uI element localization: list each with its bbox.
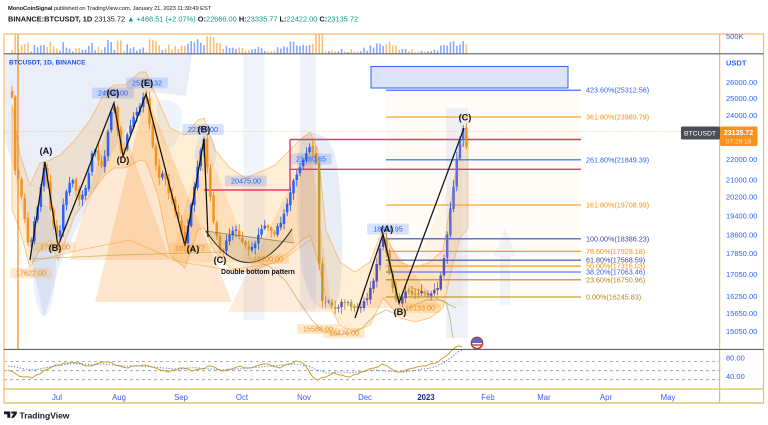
svg-text:20475.00: 20475.00 bbox=[231, 177, 261, 186]
svg-text:26000.00: 26000.00 bbox=[726, 78, 757, 87]
svg-text:(D): (D) bbox=[117, 155, 130, 165]
svg-text:15588.00: 15588.00 bbox=[303, 325, 333, 334]
svg-text:Jul: Jul bbox=[52, 393, 62, 402]
svg-text:78.60%(17928.18): 78.60%(17928.18) bbox=[586, 247, 645, 256]
svg-text:(C): (C) bbox=[459, 113, 472, 123]
svg-text:Aug: Aug bbox=[112, 393, 126, 402]
svg-text:361.80%(23989.79): 361.80%(23989.79) bbox=[586, 113, 649, 122]
svg-text:Oct: Oct bbox=[236, 393, 249, 402]
svg-text:16476.00: 16476.00 bbox=[329, 329, 359, 338]
svg-text:(B): (B) bbox=[394, 307, 407, 317]
svg-text:17850.00: 17850.00 bbox=[726, 249, 757, 258]
svg-text:Nov: Nov bbox=[297, 393, 311, 402]
svg-text:50.00%(17316.03): 50.00%(17316.03) bbox=[586, 262, 645, 271]
svg-text:25212.32: 25212.32 bbox=[132, 79, 162, 88]
svg-text:80.00: 80.00 bbox=[726, 354, 745, 363]
svg-text:BTCUSDT: BTCUSDT bbox=[684, 131, 716, 138]
svg-text:500K: 500K bbox=[726, 32, 744, 41]
svg-text:Apr: Apr bbox=[600, 393, 613, 402]
svg-text:(A): (A) bbox=[187, 244, 200, 254]
svg-text:16250.00: 16250.00 bbox=[726, 292, 757, 301]
svg-text:161.80%(19708.99): 161.80%(19708.99) bbox=[586, 201, 649, 210]
svg-text:TradingView: TradingView bbox=[20, 411, 70, 421]
svg-text:May: May bbox=[661, 393, 676, 402]
svg-text:15650.00: 15650.00 bbox=[726, 309, 757, 318]
svg-text:21480.65: 21480.65 bbox=[296, 155, 326, 164]
svg-text:(B): (B) bbox=[198, 125, 211, 135]
svg-text:0.00%(16245.83): 0.00%(16245.83) bbox=[586, 293, 641, 302]
svg-text:18100.00: 18100.00 bbox=[253, 255, 283, 264]
svg-text:15050.00: 15050.00 bbox=[726, 327, 757, 336]
svg-text:24000.00: 24000.00 bbox=[726, 111, 757, 120]
svg-text:22199.00: 22199.00 bbox=[188, 125, 218, 134]
svg-text:Feb: Feb bbox=[481, 393, 495, 402]
svg-text:23135.72: 23135.72 bbox=[724, 130, 753, 137]
svg-text:22000.00: 22000.00 bbox=[726, 155, 757, 164]
svg-text:17622.00: 17622.00 bbox=[16, 269, 46, 278]
svg-text:Double bottom pattern: Double bottom pattern bbox=[221, 269, 295, 276]
svg-text:19400.00: 19400.00 bbox=[726, 211, 757, 220]
svg-text:24998.00: 24998.00 bbox=[98, 89, 128, 98]
svg-text:BINANCE:BTCUSDT, 1D 23135.72: BINANCE:BTCUSDT, 1D 23135.72 ▲ +468.51 (… bbox=[8, 15, 358, 24]
svg-text:Dec: Dec bbox=[358, 393, 372, 402]
svg-text:21000.00: 21000.00 bbox=[726, 176, 757, 185]
svg-text:(A): (A) bbox=[40, 146, 53, 156]
svg-text:423.60%(25312.56): 423.60%(25312.56) bbox=[586, 86, 649, 95]
svg-text:17561.00: 17561.00 bbox=[40, 243, 70, 252]
svg-text:25000.00: 25000.00 bbox=[726, 94, 757, 103]
svg-text:(A): (A) bbox=[381, 224, 394, 234]
svg-text:(C): (C) bbox=[214, 255, 227, 265]
svg-text:23.60%(16750.96): 23.60%(16750.96) bbox=[586, 275, 645, 284]
svg-text:Sep: Sep bbox=[174, 393, 189, 402]
svg-text:20200.00: 20200.00 bbox=[726, 193, 757, 202]
svg-text:18157.77: 18157.77 bbox=[175, 244, 205, 253]
svg-text:17050.00: 17050.00 bbox=[726, 270, 757, 279]
svg-text:261.80%(21849.39): 261.80%(21849.39) bbox=[586, 155, 649, 164]
svg-text:61.80%(17568.59): 61.80%(17568.59) bbox=[586, 256, 645, 265]
svg-text:16133.00: 16133.00 bbox=[405, 304, 435, 313]
svg-text:07:29:19: 07:29:19 bbox=[726, 139, 752, 146]
svg-text:BTCUSDT, 1D, BINANCE: BTCUSDT, 1D, BINANCE bbox=[9, 60, 86, 67]
svg-text:40.00: 40.00 bbox=[726, 372, 745, 381]
svg-text:2023: 2023 bbox=[417, 393, 435, 402]
svg-text:(C): (C) bbox=[107, 88, 120, 98]
svg-text:MonoCoinSignal published on Tr: MonoCoinSignal published on TradingView.… bbox=[8, 6, 212, 12]
svg-text:(B): (B) bbox=[49, 243, 62, 253]
svg-text:38.20%(17063.46): 38.20%(17063.46) bbox=[586, 268, 645, 277]
svg-text:USDT: USDT bbox=[726, 59, 747, 68]
svg-text:18411.95: 18411.95 bbox=[373, 225, 402, 234]
svg-text:100.00%(18386.23): 100.00%(18386.23) bbox=[586, 234, 649, 243]
svg-text:(E): (E) bbox=[141, 78, 153, 88]
svg-text:18600.00: 18600.00 bbox=[726, 231, 757, 240]
svg-text:Mar: Mar bbox=[537, 393, 551, 402]
